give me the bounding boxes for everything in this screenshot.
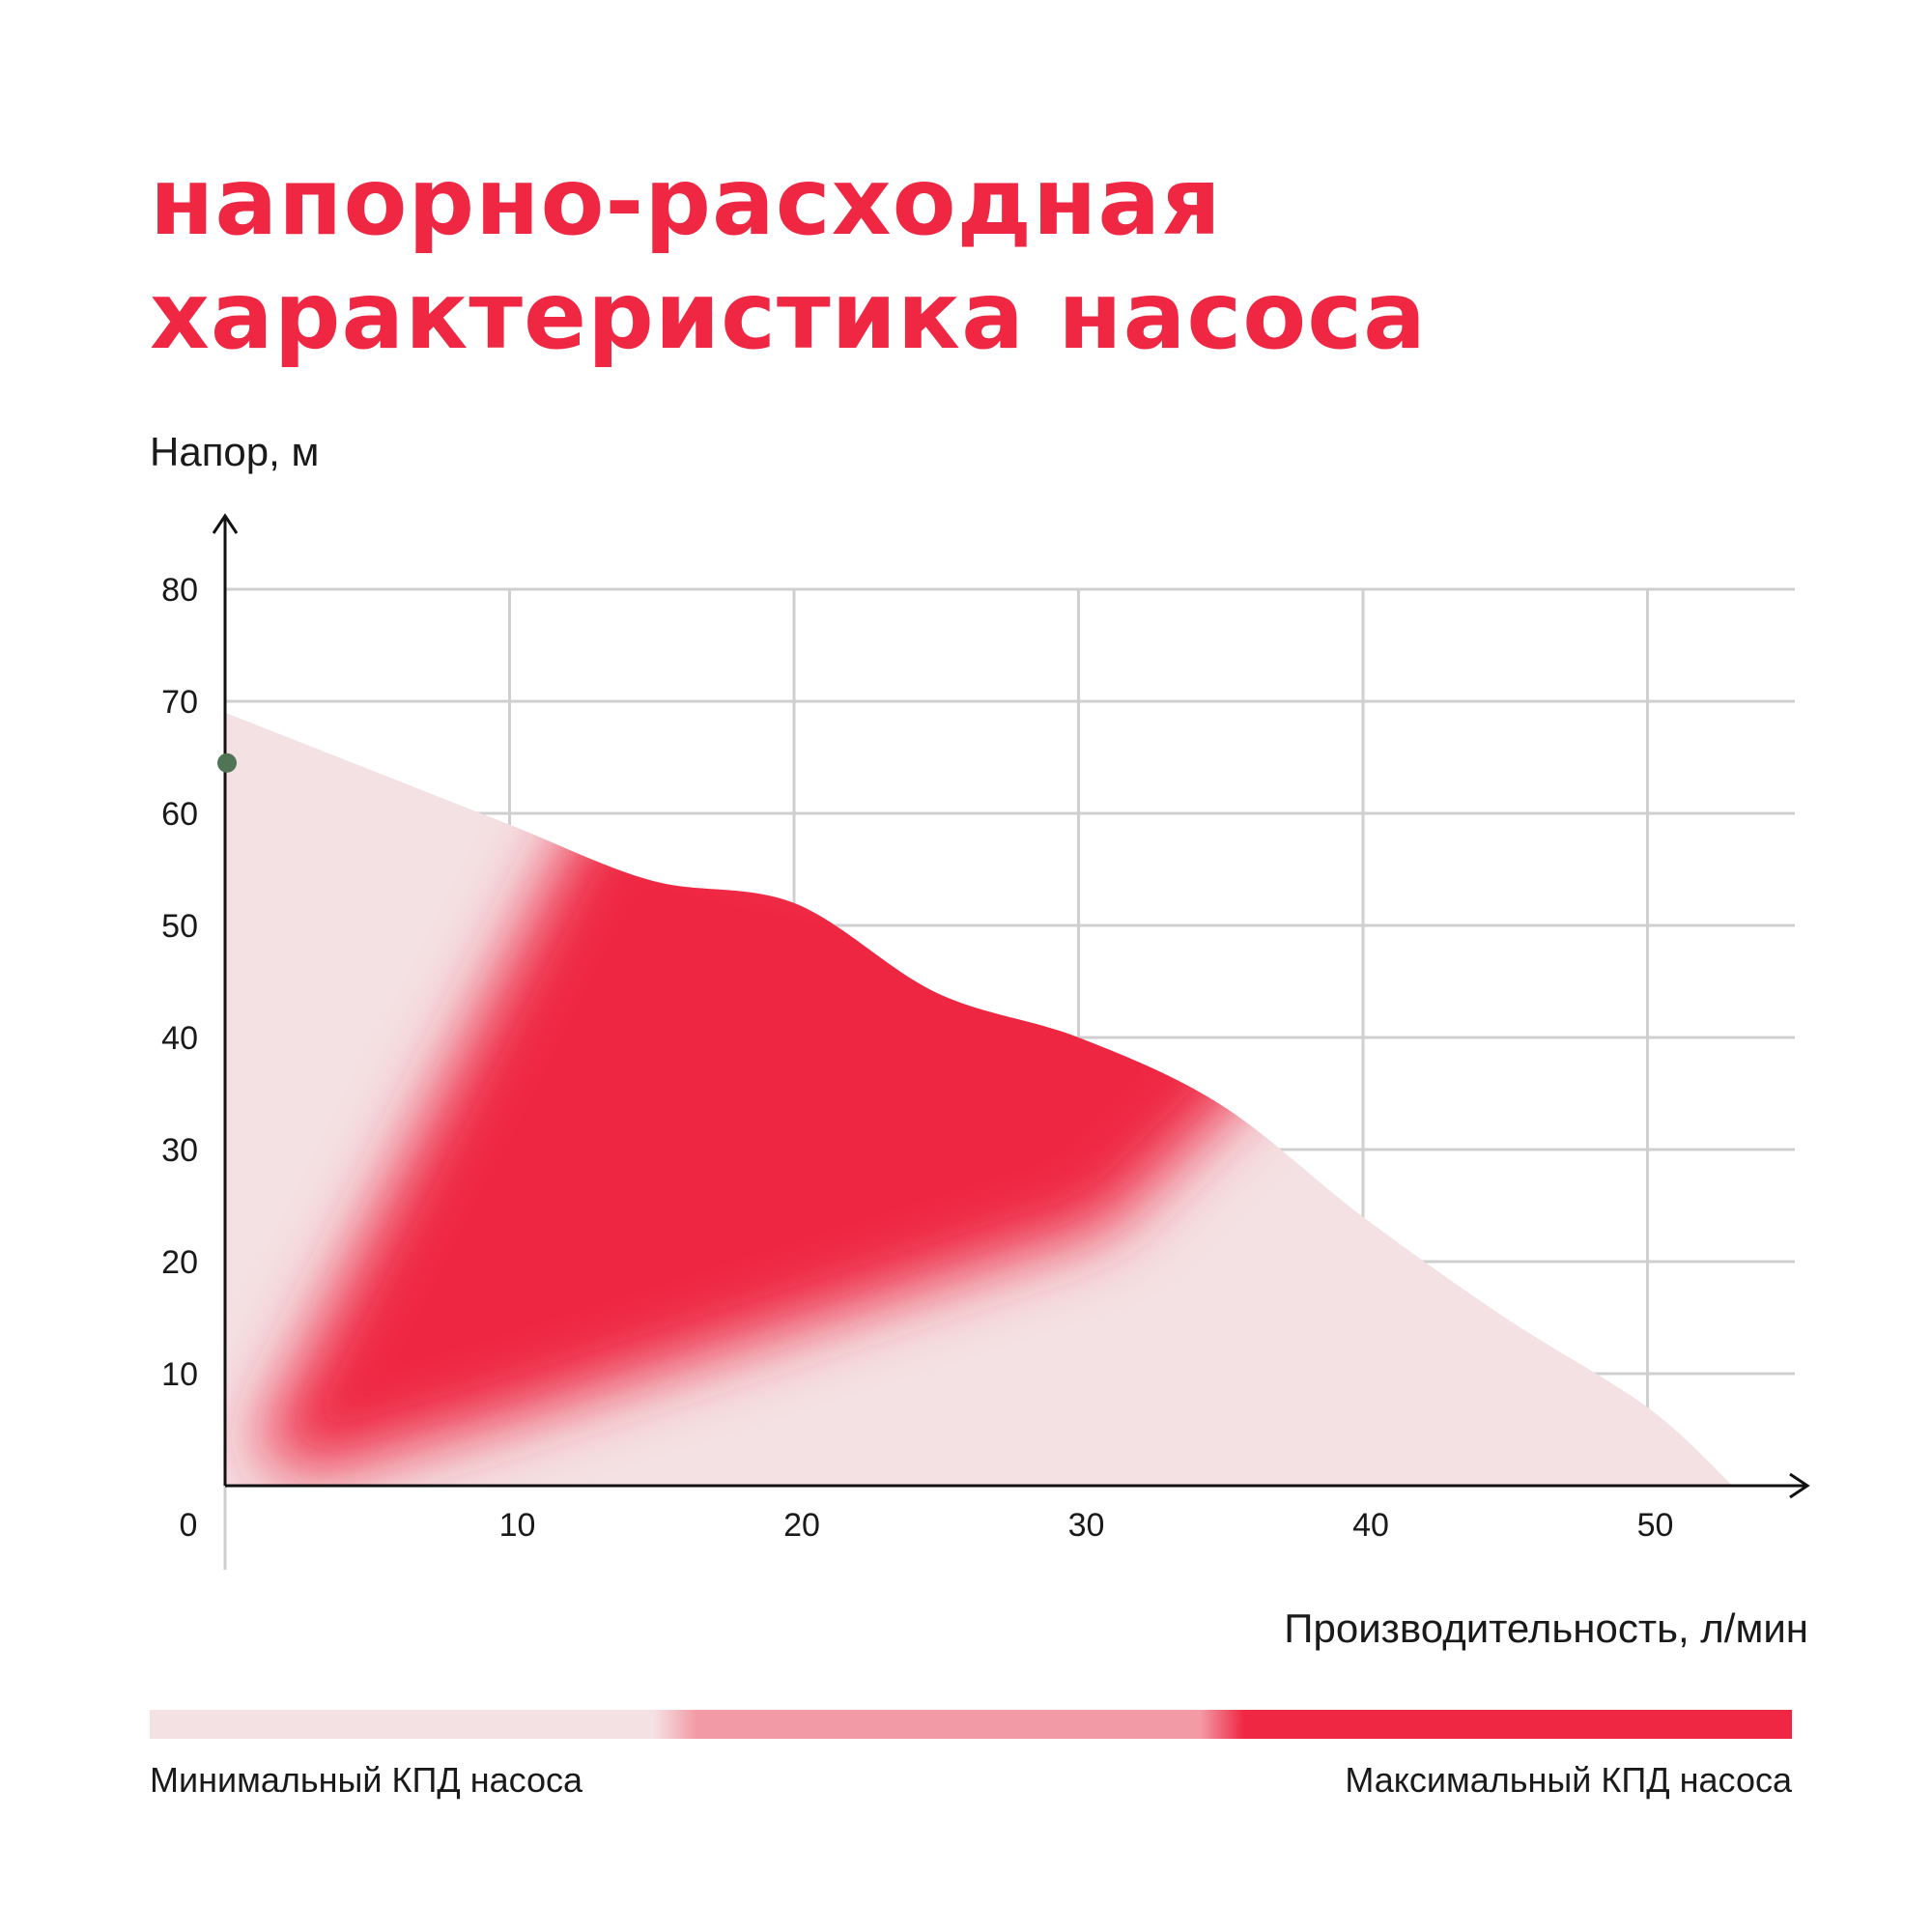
x-tick-10: 10 bbox=[499, 1507, 536, 1544]
y-tick-10: 10 bbox=[161, 1356, 198, 1393]
x-axis-arrow bbox=[1789, 1472, 1810, 1499]
x-tick-50: 50 bbox=[1637, 1507, 1674, 1544]
chart-title-line-2: характеристика насоса bbox=[150, 262, 1427, 370]
y-tick-70: 70 bbox=[161, 684, 198, 721]
legend-min-label: Минимальный КПД насоса bbox=[150, 1760, 583, 1800]
chart-title: напорно-расходная характеристика насоса bbox=[150, 145, 1792, 373]
y-tick-60: 60 bbox=[161, 796, 198, 833]
curve-start-point bbox=[217, 753, 237, 773]
chart-title-line-1: напорно-расходная bbox=[150, 148, 1222, 256]
x-tick-20: 20 bbox=[783, 1507, 820, 1544]
legend-segment-min bbox=[150, 1710, 697, 1739]
pump-curve-chart: 10 20 30 40 50 60 70 80 0 10 20 30 40 50 Напор, м Про… bbox=[150, 429, 1810, 1651]
efficiency-legend-bar bbox=[150, 1710, 1793, 1739]
x-tick-0: 0 bbox=[180, 1507, 198, 1544]
y-tick-40: 40 bbox=[161, 1020, 198, 1057]
y-tick-80: 80 bbox=[161, 572, 198, 609]
legend-max-label: Максимальный КПД насоса bbox=[1345, 1760, 1792, 1800]
x-tick-30: 30 bbox=[1068, 1507, 1105, 1544]
y-tick-20: 20 bbox=[161, 1244, 198, 1281]
legend-segment-max bbox=[1244, 1710, 1793, 1739]
tick-labels: 10 20 30 40 50 60 70 80 0 10 20 30 40 50 bbox=[161, 572, 1673, 1544]
y-tick-30: 30 bbox=[161, 1132, 198, 1169]
x-tick-40: 40 bbox=[1352, 1507, 1389, 1544]
legend-segment-mid bbox=[696, 1710, 1245, 1739]
y-tick-50: 50 bbox=[161, 908, 198, 945]
y-axis-arrow bbox=[212, 513, 239, 534]
y-axis-label: Напор, м bbox=[150, 429, 319, 474]
curve-area bbox=[225, 712, 1733, 1486]
x-axis-label: Производительность, л/мин bbox=[1284, 1605, 1808, 1651]
axes bbox=[212, 513, 1810, 1499]
